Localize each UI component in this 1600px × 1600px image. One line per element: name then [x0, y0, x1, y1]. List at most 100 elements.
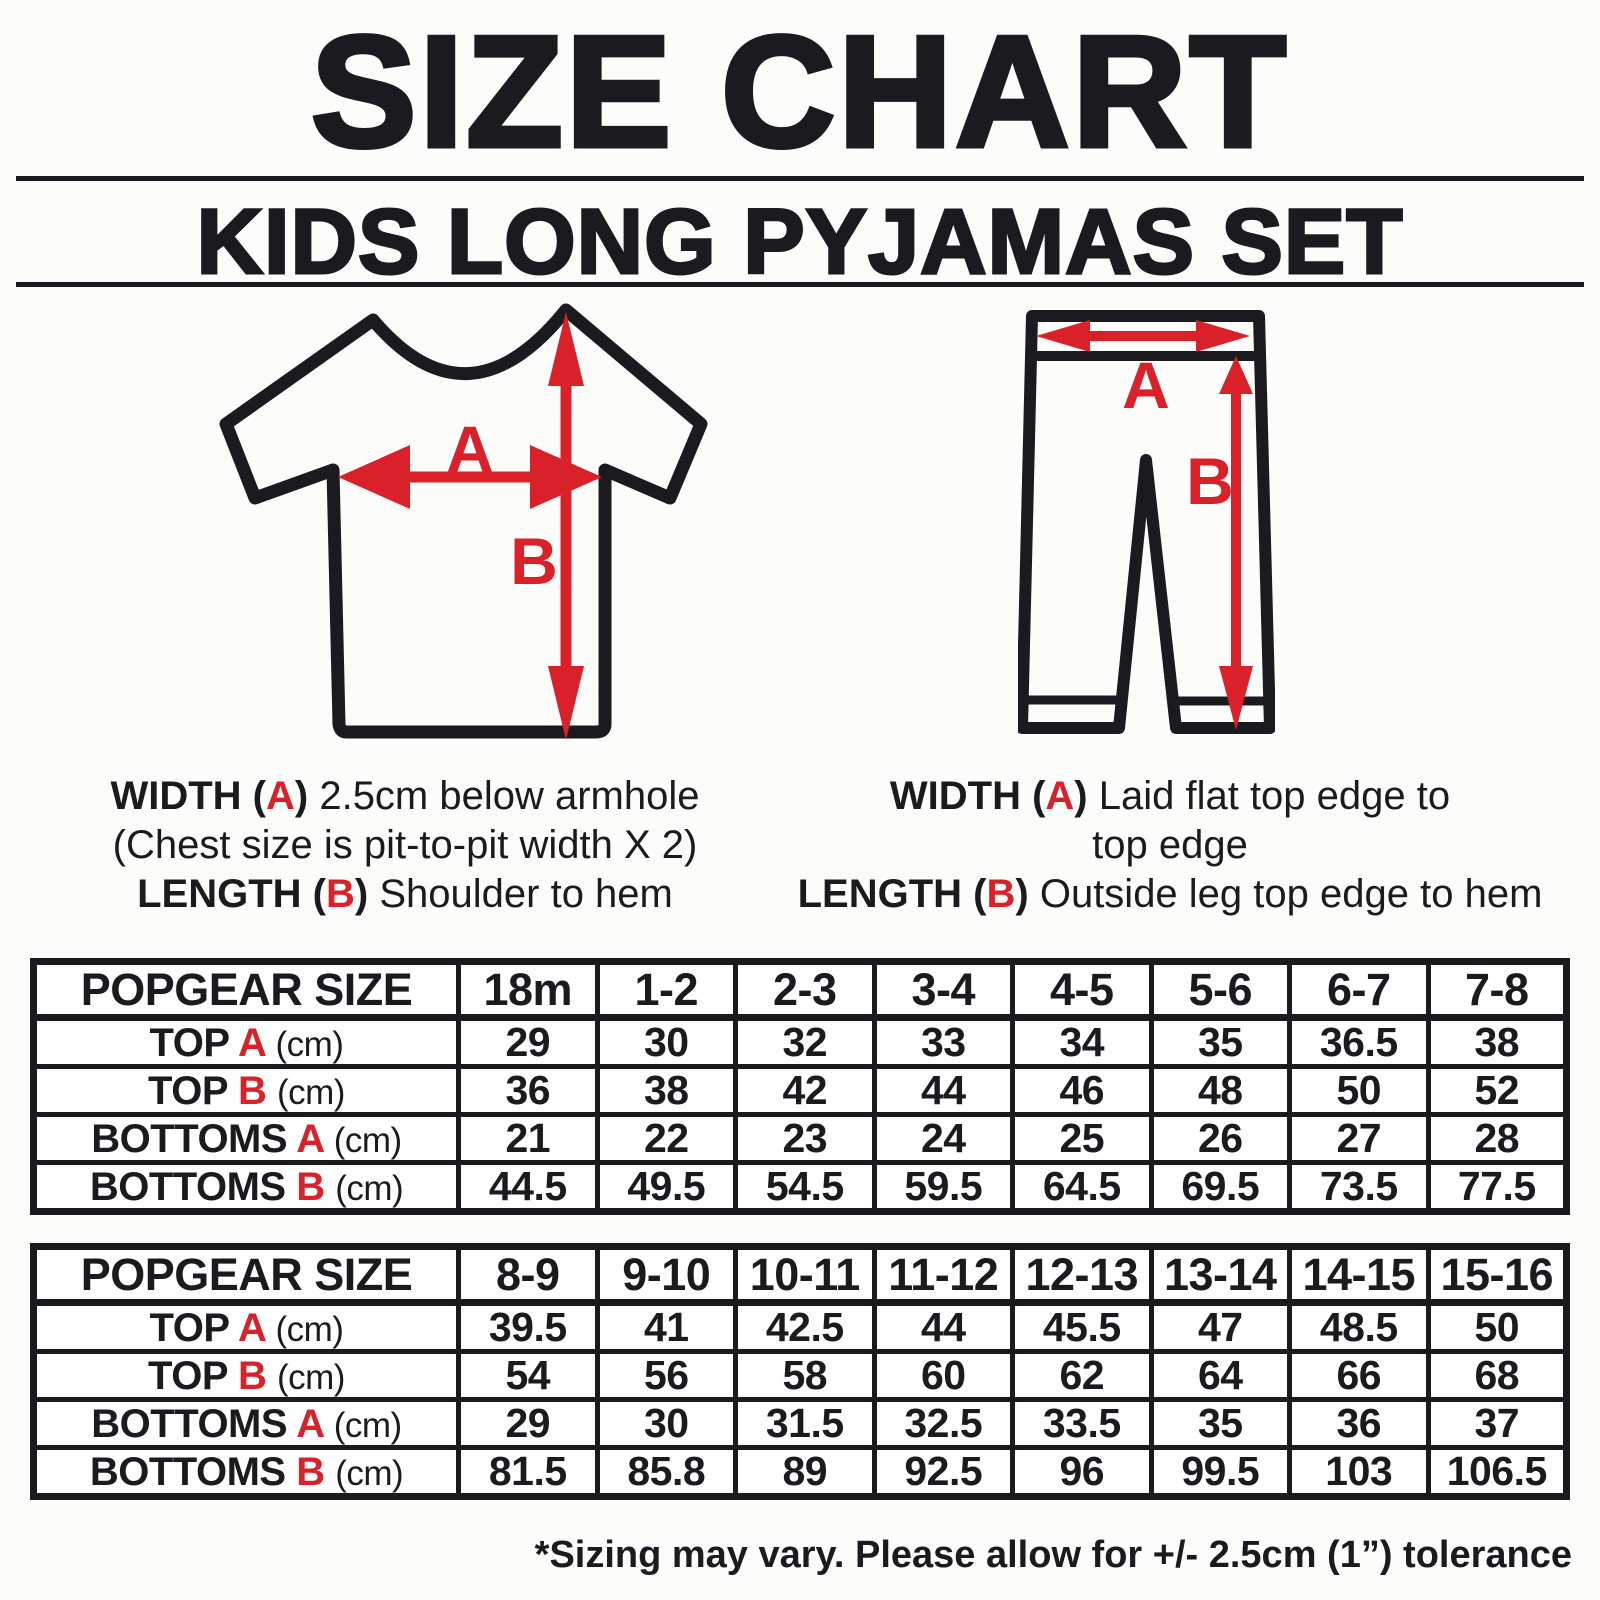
pants-measure-notes: WIDTH (A) Laid flat top edge to top edge… — [770, 772, 1570, 919]
tshirt-width-note: WIDTH (A) 2.5cm below armhole — [50, 772, 760, 821]
measurement-value: 92.5 — [871, 1445, 1015, 1500]
measure-letter: B — [296, 1164, 325, 1209]
size-table-older: POPGEAR SIZE 8-9 9-10 10-11 11-12 12-13 13-14… — [30, 1243, 1570, 1501]
measure-letter: B — [237, 1353, 267, 1398]
divider-top — [16, 176, 1584, 181]
measurement-value: 50 — [1425, 1299, 1569, 1355]
measurement-value: 29 — [456, 1014, 600, 1070]
measurement-row: BOTTOMS B (cm) 81.5 85.8 89 92.5 96 99.5 103 106… — [31, 1445, 1569, 1500]
measurement-value: 38 — [594, 1064, 738, 1118]
measurement-value: 33 — [871, 1014, 1015, 1070]
garment-name: BOTTOMS — [89, 1164, 286, 1209]
size-table-title: POPGEAR SIZE — [31, 959, 461, 1021]
measurement-value: 44.5 — [456, 1160, 600, 1215]
measurement-value: 31.5 — [733, 1397, 877, 1451]
measurement-value: 46 — [1010, 1064, 1154, 1118]
measurement-value: 29 — [456, 1397, 600, 1451]
measurement-value: 62 — [1010, 1349, 1154, 1403]
measure-letter: B — [296, 1449, 325, 1494]
length-label-close: ) — [1015, 872, 1029, 916]
length-desc: Outside leg top edge to hem — [1039, 872, 1543, 916]
measurement-value: 32 — [733, 1014, 877, 1070]
size-header-row: POPGEAR SIZE 8-9 9-10 10-11 11-12 12-13 13-14… — [31, 1244, 1569, 1306]
measure-letter: A — [296, 1401, 324, 1446]
size-table-younger: POPGEAR SIZE 18m 1-2 2-3 3-4 4-5 5-6 6-7 7-8 TO… — [30, 958, 1570, 1216]
measurement-row-label: TOP B (cm) — [31, 1349, 461, 1403]
measurement-value: 33.5 — [1010, 1397, 1154, 1451]
measurement-row: BOTTOMS A (cm) 29 30 31.5 32.5 33.5 35 36 37 — [31, 1397, 1569, 1451]
measurement-value: 35 — [1148, 1397, 1292, 1451]
measurement-value: 38 — [1425, 1014, 1569, 1070]
measurement-value: 54.5 — [733, 1160, 877, 1215]
unit-label: (cm) — [276, 1357, 345, 1397]
measurement-value: 56 — [594, 1349, 738, 1403]
measurement-row: TOP B (cm) 36 38 42 44 46 48 50 52 — [31, 1064, 1569, 1118]
measurement-value: 103 — [1287, 1445, 1431, 1500]
measurement-value: 89 — [733, 1445, 877, 1500]
unit-label: (cm) — [335, 1453, 404, 1493]
size-col-header: 15-16 — [1425, 1244, 1569, 1306]
measurement-value: 81.5 — [456, 1445, 600, 1500]
sizing-tolerance-note: *Sizing may vary. Please allow for +/- 2… — [534, 1534, 1572, 1576]
unit-label: (cm) — [333, 1405, 402, 1445]
measurement-value: 25 — [1010, 1112, 1154, 1166]
garment-name: TOP — [148, 1068, 228, 1113]
size-col-header: 2-3 — [733, 959, 877, 1021]
tshirt-outline-icon — [219, 303, 708, 739]
width-desc: 2.5cm below armhole — [319, 774, 700, 818]
measurement-value: 21 — [456, 1112, 600, 1166]
garment-name: BOTTOMS — [91, 1401, 288, 1446]
measurement-value: 44 — [871, 1064, 1015, 1118]
measurement-value: 99.5 — [1148, 1445, 1292, 1500]
size-col-header: 13-14 — [1148, 1244, 1292, 1306]
length-label-close: ) — [354, 872, 369, 916]
size-col-header: 7-8 — [1425, 959, 1569, 1021]
size-col-header: 18m — [456, 959, 600, 1021]
pants-width-note-line2: top edge — [1092, 823, 1248, 867]
page-title: SIZE CHART — [309, 2, 1289, 183]
measurement-value: 34 — [1010, 1014, 1154, 1070]
measurement-row-label: TOP A (cm) — [31, 1014, 461, 1070]
width-letter: A — [1045, 774, 1075, 818]
measure-letter: A — [296, 1116, 324, 1161]
leg-arrowhead-bottom-icon — [1219, 666, 1253, 730]
unit-label: (cm) — [276, 1072, 345, 1112]
measure-letter: A — [237, 1020, 265, 1065]
length-label: LENGTH ( — [797, 872, 987, 916]
garment-name: TOP — [149, 1020, 230, 1065]
measurement-value: 28 — [1425, 1112, 1569, 1166]
length-label: LENGTH ( — [137, 872, 326, 916]
garment-name: TOP — [148, 1353, 228, 1398]
measurement-value: 68 — [1425, 1349, 1569, 1403]
measurement-value: 59.5 — [871, 1160, 1015, 1215]
measurement-value: 41 — [594, 1299, 738, 1355]
measurement-row: BOTTOMS B (cm) 44.5 49.5 54.5 59.5 64.5 69.5 73… — [31, 1160, 1569, 1215]
measurement-row: TOP B (cm) 54 56 58 60 62 64 66 68 — [31, 1349, 1569, 1403]
width-label-close: ) — [1074, 774, 1088, 818]
measurement-value: 22 — [594, 1112, 738, 1166]
measurement-value: 39.5 — [456, 1299, 600, 1355]
pants-length-note: LENGTH (B) Outside leg top edge to hem — [770, 870, 1570, 919]
pants-outline-icon — [1018, 310, 1275, 734]
measurement-row-label: TOP A (cm) — [31, 1299, 461, 1355]
measurement-value: 60 — [871, 1349, 1015, 1403]
measurement-row: BOTTOMS A (cm) 21 22 23 24 25 26 27 28 — [31, 1112, 1569, 1166]
measurement-value: 36 — [456, 1064, 600, 1118]
measurement-value: 24 — [871, 1112, 1015, 1166]
waist-arrowhead-right-icon — [1196, 320, 1250, 352]
measurement-value: 30 — [594, 1397, 738, 1451]
measurement-value: 66 — [1287, 1349, 1431, 1403]
tshirt-measure-notes: WIDTH (A) 2.5cm below armhole (Chest siz… — [50, 772, 760, 919]
measure-letter: A — [237, 1305, 265, 1350]
measurement-value: 36.5 — [1287, 1014, 1431, 1070]
measurement-value: 27 — [1287, 1112, 1431, 1166]
unit-label: (cm) — [275, 1309, 344, 1349]
size-col-header: 11-12 — [871, 1244, 1015, 1306]
divider-bottom — [16, 282, 1584, 287]
width-label-close: ) — [294, 774, 309, 818]
measurement-row: TOP A (cm) 29 30 32 33 34 35 36.5 38 — [31, 1014, 1569, 1070]
measurement-value: 106.5 — [1425, 1445, 1569, 1500]
measurement-value: 47 — [1148, 1299, 1292, 1355]
size-col-header: 1-2 — [594, 959, 738, 1021]
measurement-row-label: BOTTOMS A (cm) — [31, 1112, 461, 1166]
